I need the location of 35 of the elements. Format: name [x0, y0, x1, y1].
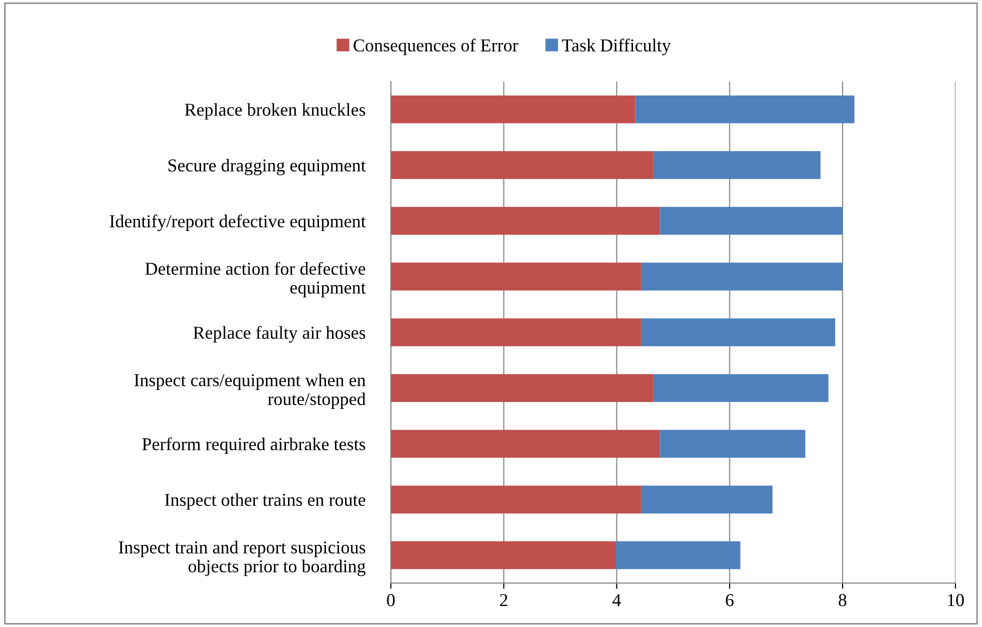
bar	[390, 374, 654, 402]
x-tick-label: 4	[612, 594, 621, 606]
legend-label: Consequences of Error	[354, 38, 518, 56]
bar	[635, 95, 854, 124]
legend-label: Task Difficulty	[562, 38, 671, 56]
y-tick-label: Inspect other trains en route	[164, 493, 366, 510]
bar	[390, 486, 641, 514]
x-tick-label: 8	[838, 594, 846, 606]
y-tick-label: Identify/report defective equipment	[110, 214, 366, 232]
x-tick-label: 0	[387, 594, 395, 606]
x-tick-label: 2	[500, 594, 508, 606]
bar	[390, 151, 654, 180]
bar	[660, 430, 806, 458]
x-tick-label: 10	[948, 594, 964, 606]
bar	[390, 95, 636, 124]
bar	[660, 206, 843, 235]
bar	[640, 318, 836, 346]
x-tick-label: 6	[726, 594, 734, 606]
y-tick-label: Secure dragging equipment	[168, 158, 366, 176]
bar	[640, 262, 843, 291]
bar	[390, 206, 660, 235]
bar	[653, 374, 828, 402]
bar	[390, 541, 616, 570]
bar	[640, 486, 773, 514]
y-tick-label: Inspect train and report suspicious objects prior to boarding	[118, 540, 366, 576]
bar	[390, 262, 641, 291]
y-tick-label: Replace faulty air hoses	[193, 326, 366, 343]
y-tick-label: Inspect cars/equipment when en route/stopped	[134, 374, 366, 409]
bar	[390, 318, 641, 346]
bar	[390, 430, 660, 458]
y-tick-label: Perform required airbrake tests	[142, 437, 366, 454]
bar	[616, 541, 740, 570]
bar	[653, 151, 821, 180]
y-tick-label: Determine action for defective equipment	[145, 262, 366, 298]
y-tick-label: Replace broken knuckles	[184, 103, 366, 120]
